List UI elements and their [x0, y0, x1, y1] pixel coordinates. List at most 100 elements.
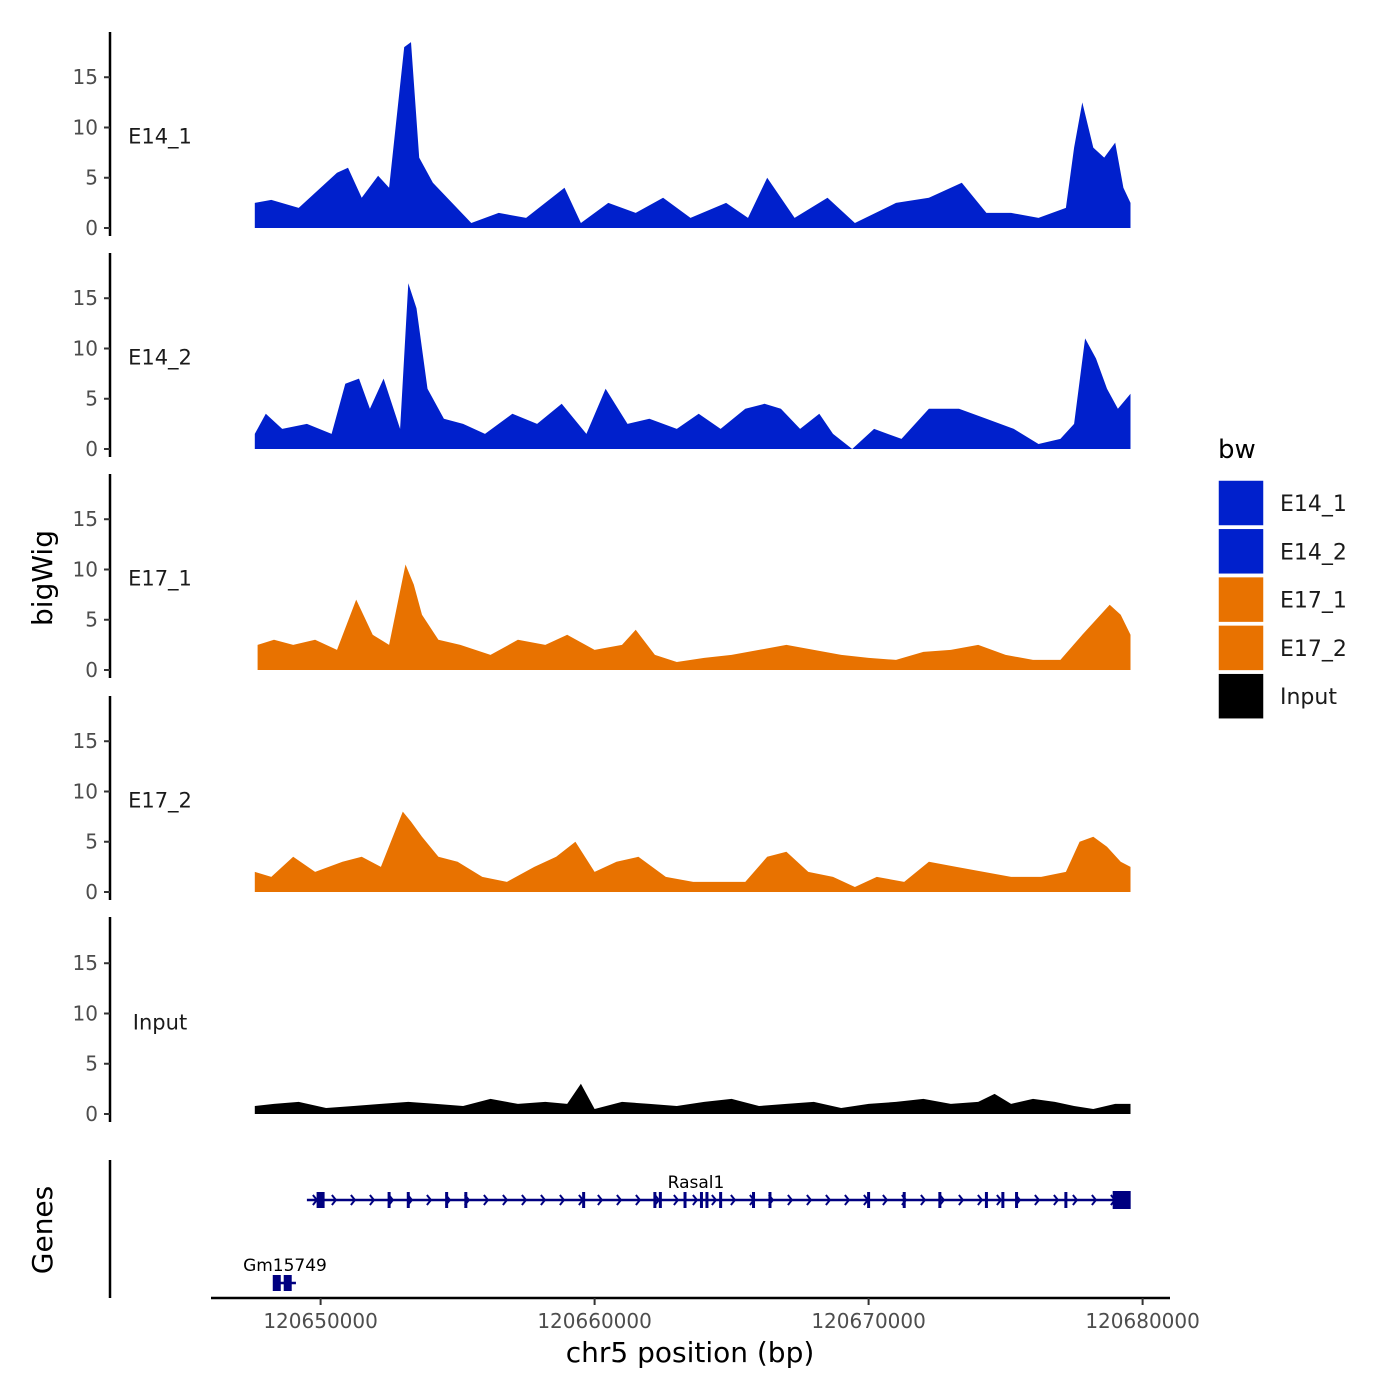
strand-chevron: [483, 1194, 490, 1206]
y-tick-label: 0: [85, 1102, 98, 1126]
strand-chevron: [1053, 1194, 1060, 1206]
exon-utr: [1112, 1191, 1131, 1209]
y-tick-label: 5: [85, 608, 98, 632]
strand-chevron: [635, 1194, 642, 1206]
y-tick-label: 0: [85, 437, 98, 461]
exon: [705, 1192, 709, 1208]
strand-chevron: [1091, 1194, 1098, 1206]
strand-chevron: [958, 1194, 965, 1206]
genes-axis-title: Genes: [26, 1186, 59, 1274]
strand-chevron: [331, 1194, 338, 1206]
exon: [719, 1192, 723, 1208]
track-label-e17_2: E17_2: [128, 788, 192, 813]
y-tick-label: 5: [85, 387, 98, 411]
area-input: [254, 1083, 1131, 1114]
legend-label-e14_1: E14_1: [1280, 492, 1347, 517]
strand-chevron: [426, 1194, 433, 1206]
legend-swatch-e17_2: [1217, 624, 1265, 672]
track-label-input: Input: [133, 1010, 187, 1034]
legend: bw E14_1 E14_2 E17_1 E17_2 Input: [1217, 435, 1347, 720]
y-tick-label: 5: [85, 1052, 98, 1076]
legend-swatch-e14_2: [1217, 527, 1265, 576]
legend-label-e14_2: E14_2: [1280, 540, 1347, 565]
track-label-e14_2: E14_2: [128, 345, 192, 370]
legend-swatch-e17_1: [1217, 575, 1265, 624]
y-tick-label: 15: [73, 65, 98, 89]
y-tick-label: 5: [85, 830, 98, 854]
gene-track: Rasal1 Gm15749: [108, 1160, 1131, 1298]
exon: [938, 1192, 942, 1208]
legend-title: bw: [1218, 435, 1256, 465]
exon: [752, 1192, 756, 1208]
gene-label-gm15749: Gm15749: [243, 1256, 327, 1276]
y-tick-label: 15: [73, 729, 98, 753]
strand-chevron: [920, 1194, 927, 1206]
gene-gm15749: Gm15749: [243, 1256, 327, 1291]
y-tick-label: 0: [85, 658, 98, 682]
area-e14_1: [254, 42, 1131, 228]
y-tick-label: 10: [73, 336, 98, 360]
strand-chevron: [825, 1194, 832, 1206]
strand-chevron: [350, 1194, 357, 1206]
y-tick-label: 0: [85, 880, 98, 904]
strand-chevron: [521, 1194, 528, 1206]
strand-chevron: [730, 1194, 737, 1206]
legend-label-e17_1: E17_1: [1280, 589, 1347, 614]
strand-chevron: [559, 1194, 566, 1206]
strand-chevron: [597, 1194, 604, 1206]
strand-chevron: [977, 1194, 984, 1206]
exon: [316, 1192, 325, 1208]
y-tick-label: 10: [73, 779, 98, 803]
strand-chevron: [673, 1194, 680, 1206]
exon: [464, 1192, 468, 1208]
strand-chevron: [996, 1194, 1003, 1206]
legend-swatch-input: [1217, 672, 1265, 720]
x-tick-label: 120670000: [811, 1309, 926, 1333]
gene-rasal1: Rasal1: [306, 1173, 1131, 1209]
exon: [683, 1192, 687, 1208]
exon: [699, 1192, 703, 1208]
y-tick-label: 10: [73, 557, 98, 581]
track-panels: 0 5 10 15 E14_1 0 5 10 15 E14_2 0 5 10 15 E17_1 0 5 10 15 E…: [73, 32, 1131, 1126]
x-tick-label: 120660000: [537, 1309, 652, 1333]
y-tick-label: 15: [73, 507, 98, 531]
exon: [658, 1192, 662, 1208]
exon: [582, 1192, 586, 1208]
x-tick-label: 120650000: [263, 1309, 378, 1333]
track-input: 0 5 10 15 Input: [73, 917, 1131, 1126]
y-tick-label: 0: [85, 216, 98, 240]
strand-chevron: [1072, 1194, 1079, 1206]
track-e17_1: 0 5 10 15 E17_1: [73, 474, 1131, 682]
strand-chevron: [540, 1194, 547, 1206]
exon: [272, 1275, 281, 1291]
y-tick-label: 5: [85, 166, 98, 190]
y-tick-label: 15: [73, 951, 98, 975]
track-e17_2: 0 5 10 15 E17_2: [73, 696, 1131, 904]
strand-chevron: [369, 1194, 376, 1206]
exon: [867, 1192, 871, 1208]
track-e14_1: 0 5 10 15 E14_1: [73, 32, 1131, 240]
exon: [406, 1192, 410, 1208]
strand-chevron: [844, 1194, 851, 1206]
exon: [283, 1275, 292, 1291]
y-tick-label: 10: [73, 115, 98, 139]
x-axis-title: chr5 position (bp): [566, 1336, 815, 1369]
exon: [902, 1192, 906, 1208]
strand-chevron: [806, 1194, 813, 1206]
x-axis: 120650000 120660000 120670000 120680000: [211, 1296, 1200, 1333]
y-tick-label: 15: [73, 286, 98, 310]
exon: [984, 1192, 988, 1208]
y-axis-title: bigWig: [26, 530, 59, 626]
legend-swatch-e14_1: [1217, 479, 1265, 527]
strand-chevron: [616, 1194, 623, 1206]
exon: [1015, 1192, 1019, 1208]
strand-chevron: [502, 1194, 509, 1206]
gene-label-rasal1: Rasal1: [668, 1173, 725, 1193]
area-e14_2: [254, 283, 1131, 449]
exon: [1001, 1192, 1005, 1208]
y-tick-label: 10: [73, 1001, 98, 1025]
track-label-e14_1: E14_1: [128, 124, 192, 149]
strand-chevron: [787, 1194, 794, 1206]
exon: [768, 1192, 772, 1208]
